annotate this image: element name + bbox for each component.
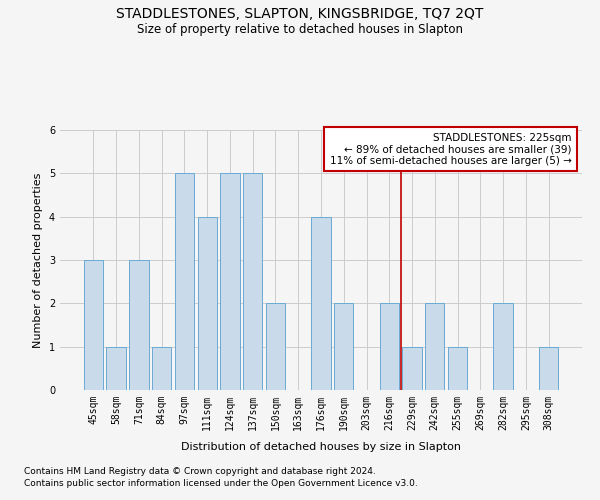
Bar — [425, 304, 445, 390]
Bar — [311, 216, 331, 390]
Bar — [493, 304, 513, 390]
Text: Contains HM Land Registry data © Crown copyright and database right 2024.: Contains HM Land Registry data © Crown c… — [24, 468, 376, 476]
Bar — [403, 346, 422, 390]
Bar — [539, 346, 558, 390]
Bar — [380, 304, 399, 390]
Bar — [266, 304, 285, 390]
Bar — [448, 346, 467, 390]
Text: Contains public sector information licensed under the Open Government Licence v3: Contains public sector information licen… — [24, 479, 418, 488]
Text: Size of property relative to detached houses in Slapton: Size of property relative to detached ho… — [137, 22, 463, 36]
Bar — [152, 346, 172, 390]
Bar — [106, 346, 126, 390]
Bar — [243, 174, 262, 390]
Bar — [334, 304, 353, 390]
Text: STADDLESTONES: 225sqm
← 89% of detached houses are smaller (39)
11% of semi-deta: STADDLESTONES: 225sqm ← 89% of detached … — [329, 132, 572, 166]
Bar — [175, 174, 194, 390]
Text: Distribution of detached houses by size in Slapton: Distribution of detached houses by size … — [181, 442, 461, 452]
Bar — [84, 260, 103, 390]
Y-axis label: Number of detached properties: Number of detached properties — [34, 172, 43, 348]
Bar — [129, 260, 149, 390]
Text: STADDLESTONES, SLAPTON, KINGSBRIDGE, TQ7 2QT: STADDLESTONES, SLAPTON, KINGSBRIDGE, TQ7… — [116, 8, 484, 22]
Bar — [197, 216, 217, 390]
Bar — [220, 174, 239, 390]
